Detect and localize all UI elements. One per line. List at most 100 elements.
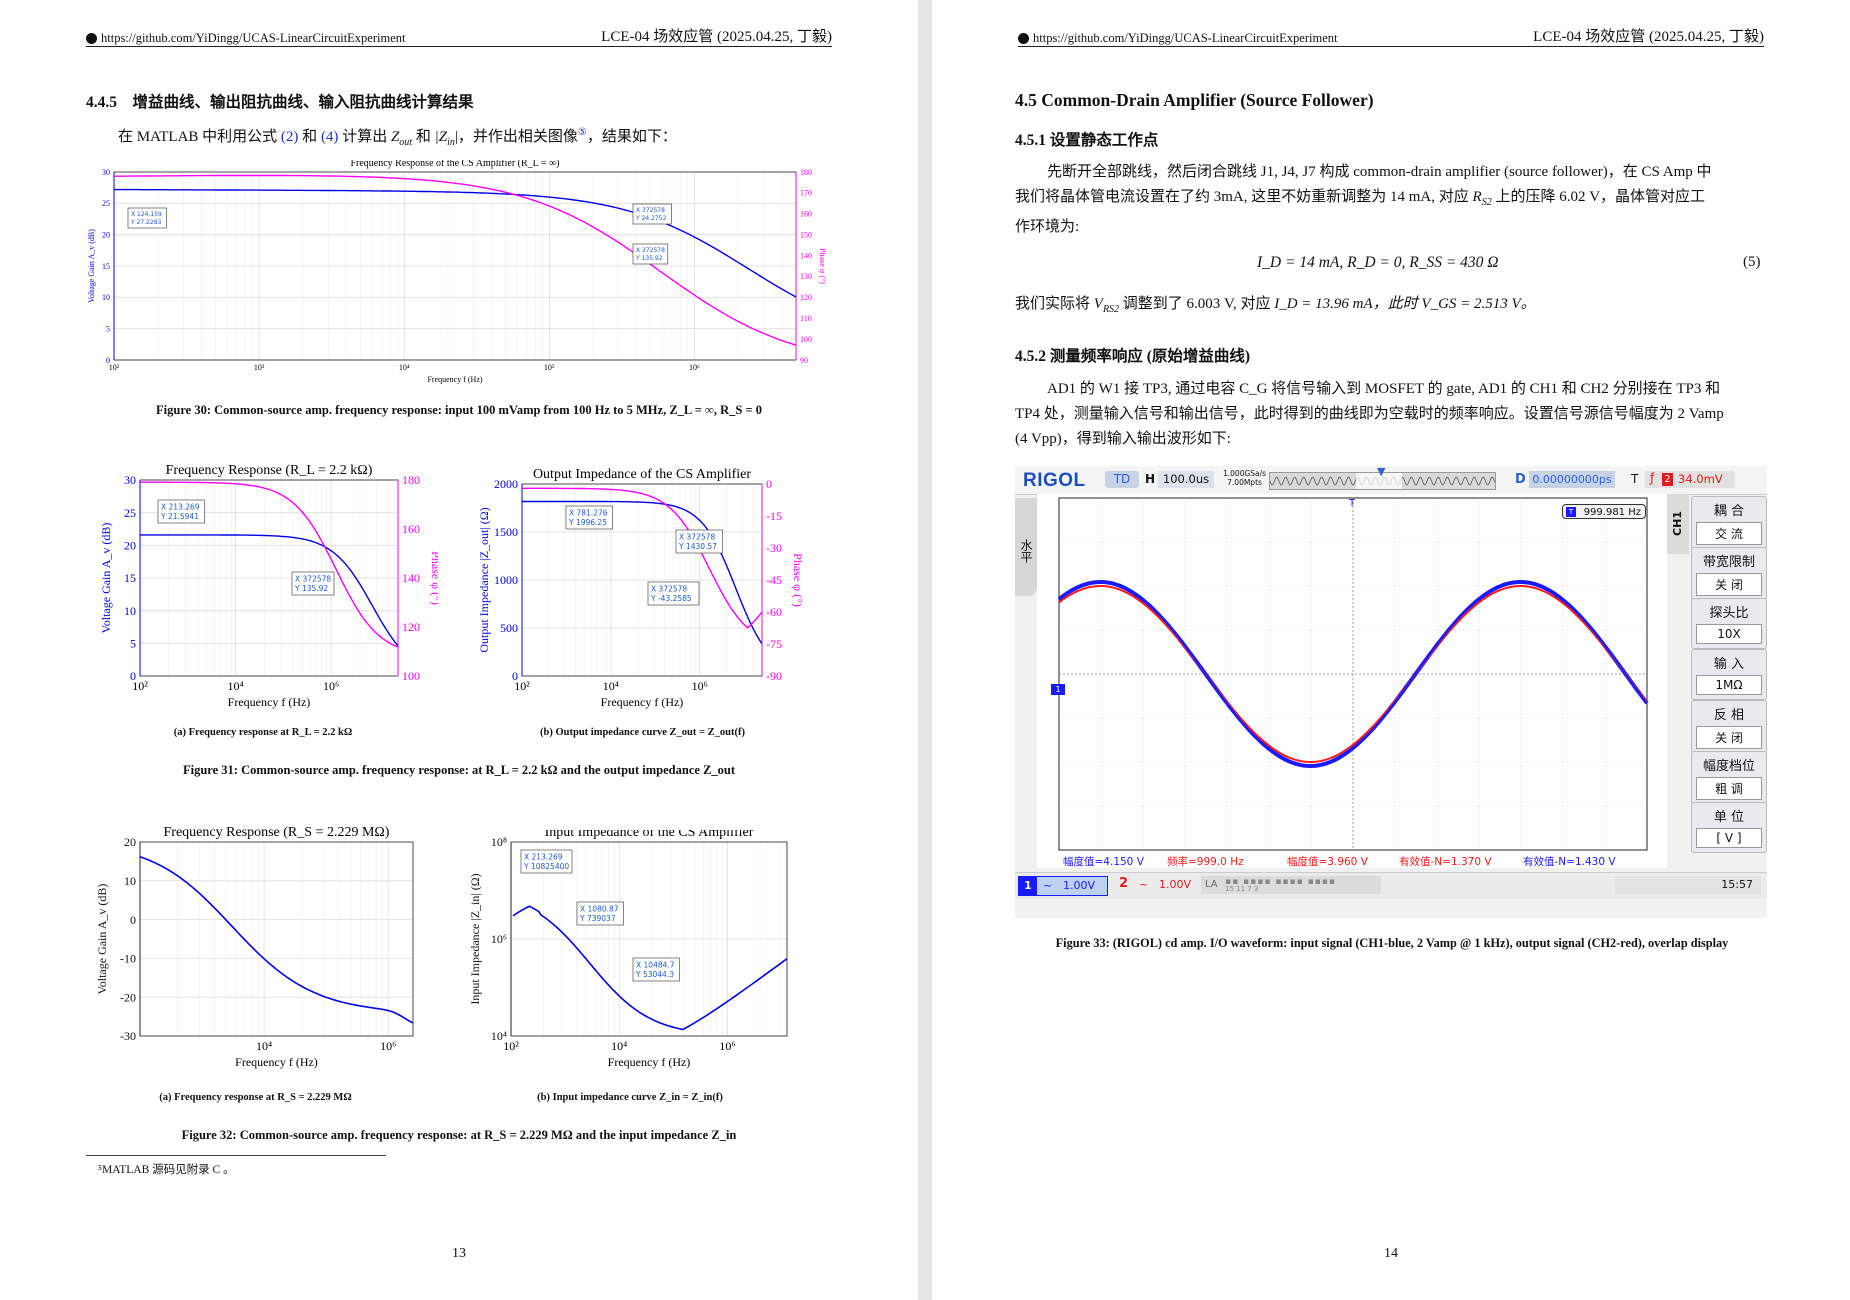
y2-tick-label: 100 — [402, 669, 420, 683]
fig32a-plot: 10⁴ 10⁶ -30 -20 -10 0 10 20 Frequency Response (… — [95, 825, 414, 1069]
figure-32b: 10² 10⁴ 10⁶ 10⁴ 10⁶ 10⁸ Input Impedance of the… — [465, 830, 795, 1085]
menu-button-3[interactable]: 探头比 10X — [1691, 598, 1767, 649]
trigger-info[interactable]: ƒ 2 34.0mV — [1645, 471, 1735, 488]
y2-axis-label: Phase φ (°) — [791, 553, 805, 607]
x-tick-label: 10⁶ — [719, 1039, 735, 1053]
datatip-2 — [632, 203, 672, 225]
clock: 15:57 — [1615, 876, 1761, 894]
footnote: ⁵MATLAB 源码见附录 C 。 — [98, 1164, 235, 1176]
para-line: 作环境为: — [1015, 219, 1080, 235]
la-label: LA — [1205, 879, 1218, 890]
y2-axis-label: Phase φ (°) — [818, 248, 827, 284]
section-heading-445: 4.4.5 增益曲线、输出阻抗曲线、输入阻抗曲线计算结果 — [86, 90, 474, 112]
datatip-text: X 124.159 — [131, 211, 162, 218]
ch1-scale-box[interactable]: 1 ~ 1.00V — [1018, 876, 1108, 896]
datatip-text: X 372578 — [651, 585, 687, 594]
y2-tick-label: -90 — [766, 669, 782, 683]
impedance-curve — [522, 500, 763, 645]
y-tick-label: 10 — [124, 874, 136, 888]
menu-button-5[interactable]: 反 相关 闭 — [1691, 700, 1767, 754]
para-text: 调整到了 6.003 V, 对应 — [1122, 296, 1271, 312]
footnote-mark[interactable]: ⑤ — [577, 127, 587, 138]
timebase-value[interactable]: 100.0us — [1158, 471, 1214, 488]
ch2-scale-box[interactable]: 2 ~ 1.00V — [1115, 876, 1193, 894]
github-link[interactable]: https://github.com/YiDingg/UCAS-LinearCi… — [1018, 31, 1337, 46]
page-14: https://github.com/YiDingg/UCAS-LinearCi… — [932, 0, 1850, 1300]
para-text: ，结果如下： — [586, 129, 677, 145]
menu-value: [ V ] — [1696, 828, 1762, 848]
paragraph-measured: 我们实际将 VRS2 调整到了 6.003 V, 对应 I_D = 13.96 … — [1015, 292, 1536, 322]
eq-ref-2[interactable]: (2) — [280, 129, 299, 145]
memory-depth: 7.00Mpts — [1227, 478, 1262, 487]
figure-30: 10² 10³ 10⁴ 10⁵ 10⁶ 0 5 10 15 20 25 30 90 100 110 120 13… — [84, 160, 834, 385]
para-line: AD1 的 W1 接 TP3, 通过电容 C_G 将信号输入到 MOSFET 的… — [1047, 381, 1721, 397]
menu-value: 关 闭 — [1696, 573, 1762, 596]
ch1-menu-tab[interactable]: CH1 — [1667, 494, 1689, 554]
menu-button-6[interactable]: 幅度档位粗 调 — [1691, 751, 1767, 805]
fig30-plot: 10² 10³ 10⁴ 10⁵ 10⁶ 0 5 10 15 20 25 30 90 100 110 120 13… — [87, 160, 827, 384]
horizontal-tab[interactable]: 水平 — [1015, 498, 1037, 596]
x-tick-label: 10⁴ — [399, 363, 410, 372]
page-13: https://github.com/YiDingg/UCAS-LinearCi… — [0, 0, 918, 1300]
y-tick-label: 0 — [106, 356, 110, 365]
para-text: 上的压降 6.02 V，晶体管对应工 — [1495, 189, 1706, 205]
menu-button-2[interactable]: 带宽限制关 闭 — [1691, 547, 1767, 601]
math-sub: in — [447, 137, 455, 148]
sample-rate: 1.000GSa/s — [1223, 469, 1267, 478]
delay-label: D — [1515, 472, 1526, 487]
datatip-text: Y -43.2585 — [650, 594, 692, 603]
measurement-4: 有效值-N=1.370 V — [1399, 856, 1492, 868]
trigger-t-marker: T — [1348, 498, 1356, 509]
y2-tick-label: 100 — [800, 335, 812, 344]
datatip-text: Y 739037 — [579, 914, 616, 923]
impedance-curve — [512, 905, 788, 1031]
y-tick-label: 0 — [130, 913, 136, 927]
y2-tick-label: -15 — [766, 509, 782, 523]
y2-tick-label: -30 — [766, 541, 782, 555]
menu-value: 1MΩ — [1696, 675, 1762, 695]
github-link[interactable]: https://github.com/YiDingg/UCAS-LinearCi… — [86, 31, 405, 46]
delay-value[interactable]: 0.00000000ps — [1529, 471, 1615, 488]
section-heading-451: 4.5.1 设置静态工作点 — [1015, 132, 1159, 149]
trigger-label: T — [1631, 472, 1639, 486]
y-tick-label: 1000 — [494, 573, 518, 587]
plot-title: Output Impedance of the CS Amplifier — [533, 467, 751, 482]
y2-tick-label: -60 — [766, 605, 782, 619]
page-number: 13 — [452, 1246, 466, 1261]
datatip-1 — [520, 849, 573, 874]
menu-button-1[interactable]: 耦 合交 流 — [1691, 496, 1767, 550]
x-tick-label: 10³ — [254, 363, 265, 372]
menu-button-7[interactable]: 单 位 [ V ] — [1691, 802, 1767, 853]
x-tick-label: 10⁴ — [256, 1039, 272, 1053]
eq-ref-4[interactable]: (4) — [320, 129, 339, 145]
datatip-text: X 213.269 — [524, 853, 563, 862]
trigger-position-icon[interactable]: ▼ — [1377, 465, 1386, 478]
x-tick-label: 10² — [109, 363, 120, 372]
measurement-5: 有效值-N=1.430 V — [1523, 856, 1616, 868]
x-tick-label: 10⁵ — [544, 363, 555, 372]
x-tick-label: 10² — [503, 1039, 519, 1053]
y-tick-label: 10 — [124, 604, 136, 618]
figure-32a: 10⁴ 10⁶ -30 -20 -10 0 10 20 Frequency Response (… — [88, 814, 423, 1084]
menu-title: 反 相 — [1713, 708, 1745, 723]
header-url: https://github.com/YiDingg/UCAS-LinearCi… — [101, 31, 406, 45]
y-tick-label: -30 — [120, 1029, 136, 1043]
run-mode-badge[interactable]: TD — [1105, 471, 1139, 488]
trigger-channel: 2 — [1662, 473, 1673, 486]
ch1-ground-marker[interactable]: 1 — [1051, 684, 1065, 695]
math-sub: S2 — [1481, 197, 1492, 208]
math-z: |Z — [434, 129, 448, 145]
x-tick-label: 10⁶ — [380, 1039, 396, 1053]
y2-tick-label: 160 — [800, 210, 812, 219]
y2-tick-label: -45 — [766, 573, 782, 587]
logic-analyzer-box[interactable]: LA ▪▪ ▪▪▪▪ ▪▪▪▪ ▪▪▪▪ 15 11 7 3 — [1201, 876, 1381, 894]
datatip-text: Y 135.92 — [635, 255, 663, 262]
figure-31b: 10² 10⁴ 10⁶ 0 500 1000 1500 2000 -90 -75 -60 -45 -30… — [470, 462, 815, 720]
x-tick-label: 10² — [514, 679, 530, 693]
menu-button-4[interactable]: 输 入 1MΩ — [1691, 649, 1767, 700]
y-tick-label: 10⁸ — [491, 835, 507, 849]
ch1-scale: 1.00V — [1063, 879, 1096, 892]
datatip-2 — [675, 529, 723, 554]
x-axis-label: Frequency f (Hz) — [608, 1055, 691, 1069]
math-sub: RS2 — [1102, 304, 1120, 315]
